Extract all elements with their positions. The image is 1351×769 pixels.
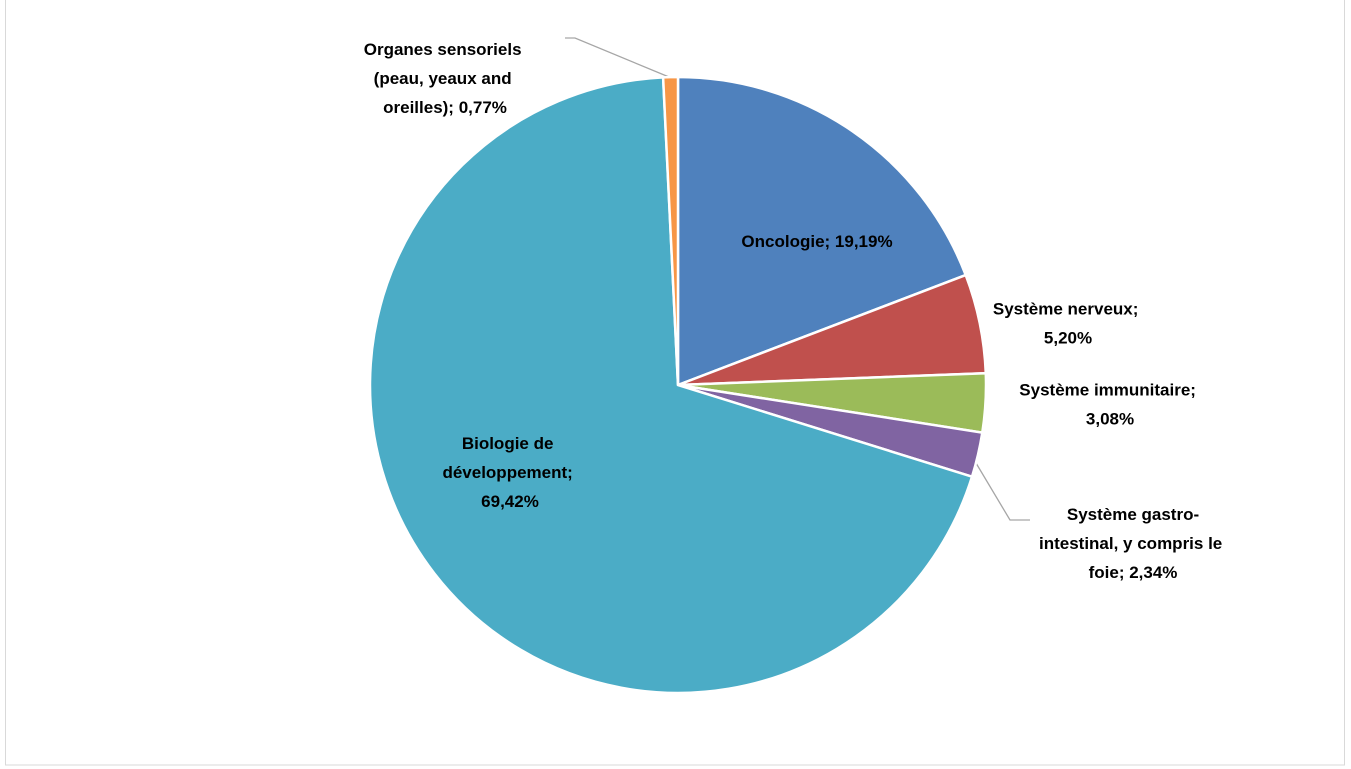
label-line: 69,42% [481,492,539,511]
label-line: Oncologie; 19,19% [741,232,892,251]
data-label: Biologie de développement; 69,42% [442,434,577,511]
pie-slice [676,75,968,387]
data-label: Organes sensoriels (peau, yeaux and orei… [364,40,527,117]
label-line: 5,20% [1044,329,1092,348]
label-line: Biologie de [462,434,558,453]
data-label: Système nerveux; 5,20% [993,300,1143,348]
label-line: (peau, yeaux and [374,69,517,88]
data-label: Système gastro-intestinal, y compris le … [1039,505,1227,582]
pie-slice [368,76,974,695]
label-line: Système immunitaire; [1019,381,1200,400]
label-line: développement; [442,463,577,482]
data-label: Oncologie; 19,19% [741,232,892,251]
leader-line [565,37,670,78]
label-line: Système nerveux; [993,300,1143,319]
label-line: 3,08% [1086,410,1134,429]
label-line: oreilles); 0,77% [383,98,507,117]
label-line: Organes sensoriels [364,40,527,59]
leader-line [972,457,1030,521]
label-line: foie; 2,34% [1089,563,1178,582]
pie-slice [661,75,680,386]
label-line: intestinal, y compris le [1039,534,1227,553]
label-line: Système gastro- [1067,505,1199,524]
data-label: Système immunitaire; 3,08% [1019,381,1200,429]
